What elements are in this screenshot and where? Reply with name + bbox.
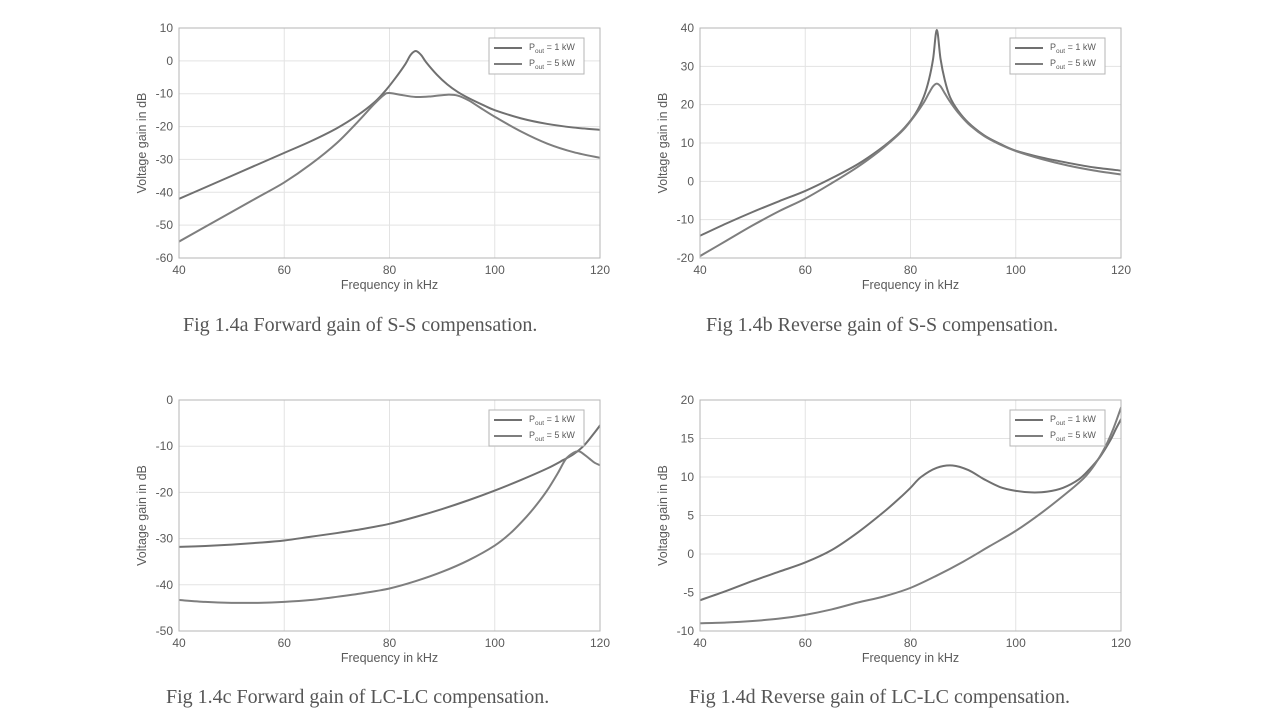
plot-frame	[699, 399, 1122, 632]
series-line-5kw	[700, 82, 1121, 258]
caption-d: Fig 1.4d Reverse gain of LC-LC compensat…	[689, 686, 1071, 708]
y-tick-label: 5	[687, 509, 694, 523]
y-tick-label: -10	[677, 624, 695, 638]
x-tick-label: 40	[693, 636, 707, 650]
plot-frame	[699, 27, 1122, 259]
legend-box	[488, 37, 585, 75]
x-tick-label: 100	[485, 636, 505, 650]
y-tick-label: 0	[166, 393, 173, 407]
y-tick-label: 30	[681, 59, 695, 73]
series-line-1kw	[700, 418, 1121, 602]
legend-entry: Pout = 1 kW	[529, 42, 575, 55]
y-tick-label: -20	[156, 485, 174, 499]
x-tick-label: 120	[590, 263, 610, 277]
x-tick-label: 80	[383, 263, 397, 277]
x-tick-label: 80	[904, 263, 918, 277]
y-tick-label: 0	[687, 547, 694, 561]
x-axis-label: Frequency in kHz	[862, 651, 959, 665]
legend-entry: Pout = 5 kW	[1050, 58, 1096, 71]
legend: Pout = 1 kW Pout = 5 kW	[1009, 37, 1106, 75]
legend-entry: Pout = 5 kW	[1050, 430, 1096, 443]
y-axis-label: Voltage gain in dB	[135, 465, 149, 566]
x-tick-label: 120	[1111, 636, 1131, 650]
legend-entry: Pout = 1 kW	[1050, 42, 1096, 55]
chart-b: 40 60 80 100 120 -20 -10 0 10 20 30 40 Frequency in …	[656, 21, 1131, 292]
x-tick-label: 40	[172, 636, 186, 650]
chart-a: 40 60 80 100 120 -60 -50 -40 -30 -20 -10 0 10 Frequen…	[135, 21, 610, 292]
legend-box	[1009, 37, 1106, 75]
x-tick-label: 80	[383, 636, 397, 650]
legend-box	[488, 409, 585, 447]
caption-a: Fig 1.4a Forward gain of S-S compensatio…	[183, 314, 538, 336]
x-axis-label: Frequency in kHz	[341, 651, 438, 665]
x-tick-label: 60	[278, 263, 292, 277]
x-tick-label: 100	[1006, 636, 1026, 650]
y-tick-label: 20	[681, 98, 695, 112]
legend: Pout = 1 kW Pout = 5 kW	[488, 37, 585, 75]
y-tick-label: -40	[156, 578, 174, 592]
legend-box	[1009, 409, 1106, 447]
y-tick-label: -50	[156, 218, 174, 232]
y-axis-label: Voltage gain in dB	[656, 93, 670, 194]
chart-d: 40 60 80 100 120 -10 -5 0 5 10 15 20 Frequency in kH…	[656, 393, 1131, 665]
x-tick-label: 100	[485, 263, 505, 277]
y-tick-label: -10	[156, 439, 174, 453]
y-tick-label: -40	[156, 185, 174, 199]
y-tick-label: 10	[160, 21, 174, 35]
y-axis-label: Voltage gain in dB	[656, 465, 670, 566]
caption-c: Fig 1.4c Forward gain of LC-LC compensat…	[166, 686, 550, 708]
x-tick-label: 120	[590, 636, 610, 650]
series-line-1kw	[179, 424, 600, 548]
series-line-5kw	[179, 450, 600, 604]
x-tick-label: 60	[799, 263, 813, 277]
legend: Pout = 1 kW Pout = 5 kW	[488, 409, 585, 447]
y-tick-label: 20	[681, 393, 695, 407]
y-tick-label: -30	[156, 152, 174, 166]
chart-c: 40 60 80 100 120 -50 -40 -30 -20 -10 0 Frequency in…	[135, 393, 610, 665]
x-tick-label: 60	[799, 636, 813, 650]
series-line-5kw	[179, 92, 600, 243]
y-tick-label: 0	[166, 54, 173, 68]
x-axis-label: Frequency in kHz	[341, 278, 438, 292]
x-tick-label: 80	[904, 636, 918, 650]
x-axis-label: Frequency in kHz	[862, 278, 959, 292]
y-tick-label: -10	[677, 213, 695, 227]
y-tick-label: 10	[681, 136, 695, 150]
y-tick-label: 40	[681, 21, 695, 35]
y-tick-label: -10	[156, 87, 174, 101]
x-tick-label: 120	[1111, 263, 1131, 277]
y-tick-label: -50	[156, 624, 174, 638]
series-line-1kw	[179, 50, 600, 200]
y-tick-label: 10	[681, 470, 695, 484]
plot-frame	[178, 399, 601, 632]
y-axis-label: Voltage gain in dB	[135, 93, 149, 194]
caption-b: Fig 1.4b Reverse gain of S-S compensatio…	[706, 314, 1059, 336]
x-tick-label: 100	[1006, 263, 1026, 277]
y-tick-label: -20	[677, 251, 695, 265]
y-tick-label: 15	[681, 432, 695, 446]
y-tick-label: -5	[683, 586, 694, 600]
y-tick-label: -60	[156, 251, 174, 265]
legend-entry: Pout = 1 kW	[1050, 414, 1096, 427]
y-tick-label: 0	[687, 174, 694, 188]
y-tick-label: -20	[156, 120, 174, 134]
x-tick-label: 60	[278, 636, 292, 650]
legend-entry: Pout = 5 kW	[529, 430, 575, 443]
legend-entry: Pout = 5 kW	[529, 58, 575, 71]
series-line-5kw	[700, 406, 1121, 625]
x-tick-label: 40	[693, 263, 707, 277]
y-tick-label: -30	[156, 532, 174, 546]
plot-frame	[178, 27, 601, 259]
legend: Pout = 1 kW Pout = 5 kW	[1009, 409, 1106, 447]
x-tick-label: 40	[172, 263, 186, 277]
legend-entry: Pout = 1 kW	[529, 414, 575, 427]
